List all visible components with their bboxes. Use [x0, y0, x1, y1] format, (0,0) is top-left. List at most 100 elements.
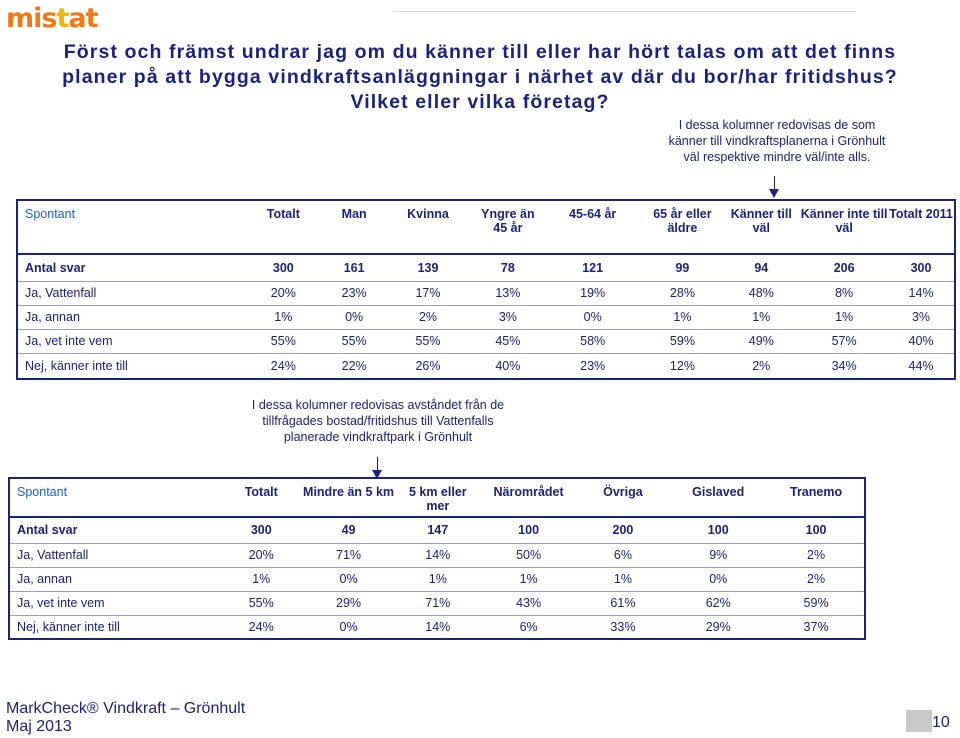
table-cell: 1%: [577, 566, 669, 591]
table-by-group: Spontant Totalt Man Kvinna Yngre än 45 år 45-…: [16, 199, 956, 380]
table-cell: 1%: [479, 566, 578, 591]
table-cell: 61%: [577, 590, 669, 615]
table-cell: 121: [582, 260, 604, 275]
header-row: Spontant Totalt Mindre än 5 km 5 km eller m…: [9, 478, 865, 517]
table-cell: 78: [500, 260, 515, 275]
row-label: Antal svar: [17, 523, 78, 538]
table-cell: 50%: [479, 542, 578, 567]
column-header: 65 år eller äldre: [653, 207, 712, 235]
table-cell: 40%: [472, 352, 543, 379]
table-row: Ja, vet inte vem 55% 29% 71% 43% 61% 62% 59%: [9, 590, 865, 615]
row-label: Ja, Vattenfall: [9, 542, 222, 567]
row-label: Antal svar: [25, 260, 86, 275]
column-header: Totalt: [266, 207, 300, 221]
table-cell: 300: [250, 523, 272, 538]
table-cell: 1%: [642, 304, 723, 329]
table-cell: 99: [675, 260, 690, 275]
note-top: I dessa kolumner redovisas de som känner…: [668, 118, 886, 164]
table-cell: 40%: [888, 328, 955, 353]
table-cell: 0%: [301, 614, 396, 639]
page-title: Först och främst undrar jag om du känner…: [62, 41, 898, 113]
table-cell: 0%: [325, 304, 384, 329]
row-label: Ja, vet inte vem: [9, 590, 222, 615]
row-label: Ja, vet inte vem: [17, 328, 242, 353]
table-cell: 43%: [479, 590, 578, 615]
table-cell: 33%: [577, 614, 669, 639]
table-cell: 62%: [668, 590, 769, 615]
table-cell: 22%: [325, 352, 384, 379]
table-cell: 44%: [888, 352, 955, 379]
arrowhead-down-icon: [372, 470, 382, 479]
table-cell: 200: [612, 523, 634, 538]
table-cell: 28%: [642, 280, 723, 305]
column-header: Yngre än 45 år: [481, 207, 535, 235]
note-mid: I dessa kolumner redovisas avståndet frå…: [251, 398, 505, 444]
table-cell: 1%: [241, 304, 326, 329]
table-by-distance: Spontant Totalt Mindre än 5 km 5 km eller m…: [8, 477, 866, 640]
table-cell: 45%: [472, 328, 543, 353]
table-cell: 14%: [395, 614, 480, 639]
table-row: Ja, vet inte vem 55% 55% 55% 45% 58% 59% 49% 57%…: [17, 328, 955, 353]
table-cell: 13%: [472, 280, 543, 305]
table-row: Ja, annan 1% 0% 1% 1% 1% 0% 2%: [9, 566, 865, 591]
column-header: Närområdet: [493, 485, 564, 499]
table-cell: 3%: [472, 304, 543, 329]
table-row: Antal svar 300 49 147 100 200 100 100: [9, 517, 865, 543]
arrowhead-down-icon: [769, 189, 779, 198]
table-cell: 161: [343, 260, 365, 275]
column-header: Totalt: [244, 485, 278, 499]
table-cell: 55%: [221, 590, 302, 615]
table-cell: 100: [707, 523, 729, 538]
column-header: Totalt 2011: [889, 207, 953, 221]
table-cell: 48%: [722, 280, 801, 305]
table-cell: 55%: [383, 328, 473, 353]
table-cell: 71%: [395, 590, 480, 615]
table-cell: 71%: [301, 542, 396, 567]
table-cell: 59%: [642, 328, 723, 353]
header-divider: [393, 11, 856, 12]
table-cell: 14%: [888, 280, 955, 305]
column-header: Kvinna: [407, 207, 449, 221]
table-cell: 17%: [383, 280, 473, 305]
table-cell: 94: [754, 260, 769, 275]
table-cell: 37%: [768, 614, 865, 639]
table-cell: 0%: [542, 304, 643, 329]
column-header: Tranemo: [790, 485, 843, 499]
table-cell: 14%: [395, 542, 480, 567]
table-cell: 100: [805, 523, 827, 538]
row-label: Ja, Vattenfall: [17, 280, 242, 305]
table-cell: 1%: [800, 304, 889, 329]
table-cell: 2%: [383, 304, 473, 329]
column-header: Gislaved: [692, 485, 745, 499]
table-cell: 0%: [668, 566, 769, 591]
table-cell: 3%: [888, 304, 955, 329]
column-header: Mindre än 5 km: [303, 485, 395, 499]
row-label: Nej, känner inte till: [17, 352, 242, 379]
table-row: Ja, annan 1% 0% 2% 3% 0% 1% 1% 1% 3%: [17, 304, 955, 329]
table-cell: 9%: [668, 542, 769, 567]
table-cell: 55%: [325, 328, 384, 353]
table-cell: 300: [272, 260, 294, 275]
column-header: Spontant: [17, 485, 68, 499]
footer-date: Maj 2013: [6, 718, 72, 735]
table-cell: 2%: [768, 542, 865, 567]
table-row: Nej, känner inte till 24% 22% 26% 40% 23% 12% 2…: [17, 352, 955, 379]
table-cell: 34%: [800, 352, 889, 379]
table-cell: 29%: [668, 614, 769, 639]
table-row: Nej, känner inte till 24% 0% 14% 6% 33% 29% 37%: [9, 614, 865, 639]
column-header: Spontant: [25, 207, 76, 221]
table-row: Ja, Vattenfall 20% 71% 14% 50% 6% 9% 2%: [9, 542, 865, 567]
table-cell: 300: [910, 260, 932, 275]
table-cell: 55%: [241, 328, 326, 353]
table-cell: 20%: [241, 280, 326, 305]
table-cell: 49%: [722, 328, 801, 353]
table-cell: 139: [417, 260, 439, 275]
table-cell: 1%: [221, 566, 302, 591]
row-label: Ja, annan: [9, 566, 222, 591]
column-header: Man: [341, 207, 367, 221]
page-number: 10: [932, 714, 950, 731]
row-label: Ja, annan: [17, 304, 242, 329]
table-cell: 26%: [383, 352, 473, 379]
column-header: 5 km eller mer: [408, 485, 467, 513]
table-row: Ja, Vattenfall 20% 23% 17% 13% 19% 28% 48% 8% 14%: [17, 280, 955, 305]
